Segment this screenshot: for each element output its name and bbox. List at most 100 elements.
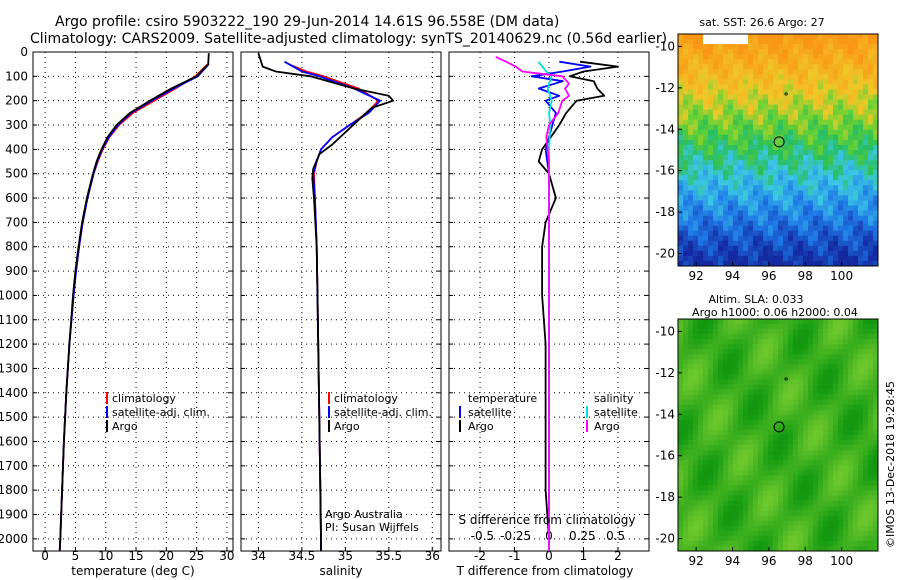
map-cell — [808, 510, 814, 516]
map-cell — [738, 180, 744, 186]
map-cell — [808, 155, 814, 161]
map-cell — [823, 49, 829, 55]
map-cell — [873, 455, 879, 461]
map-cell — [728, 520, 734, 527]
map-cell — [783, 545, 789, 552]
map-cell — [753, 510, 759, 516]
map-cell — [788, 99, 794, 105]
map-cell — [738, 195, 744, 201]
map-cell — [758, 409, 764, 416]
map-cell — [868, 455, 874, 461]
map-cell — [818, 190, 824, 196]
map-cell — [773, 460, 779, 466]
map-cell — [873, 44, 879, 50]
map-cell — [853, 485, 859, 491]
map-cell — [688, 329, 694, 335]
map-cell — [763, 74, 769, 80]
map-cell — [713, 369, 719, 375]
map-cell — [783, 260, 789, 267]
map-cell — [838, 500, 844, 506]
map-cell — [813, 455, 819, 461]
map-cell — [698, 460, 704, 466]
map-cell — [773, 409, 779, 416]
map-cell — [713, 329, 719, 335]
map-cell — [823, 530, 829, 537]
map-cell — [733, 230, 739, 237]
map-cell — [788, 114, 794, 121]
sal-x-tick-label: 34.5 — [289, 549, 316, 563]
map-cell — [743, 525, 749, 532]
map-cell — [848, 99, 854, 105]
map-cell — [848, 475, 854, 481]
map-cell — [868, 359, 874, 365]
map-cell — [758, 155, 764, 161]
map-cell — [763, 205, 769, 211]
map-cell — [743, 129, 749, 136]
map-cell — [813, 324, 819, 330]
map-cell — [848, 369, 854, 375]
map-cell — [838, 79, 844, 85]
map-cell — [853, 200, 859, 206]
map-cell — [698, 435, 704, 441]
map-cell — [768, 394, 774, 400]
map-cell — [778, 64, 784, 70]
map-cell — [798, 240, 804, 247]
map-cell — [823, 99, 829, 105]
map-cell — [768, 359, 774, 365]
map-cell — [843, 450, 849, 456]
map-cell — [798, 200, 804, 206]
map-cell — [763, 329, 769, 335]
map-cell — [818, 134, 824, 141]
map-lat-tick-label: -20 — [655, 532, 675, 546]
map-cell — [718, 384, 724, 390]
map-cell — [823, 324, 829, 330]
map-cell — [773, 485, 779, 491]
map-cell — [708, 79, 714, 85]
map-cell — [828, 485, 834, 491]
map-cell — [803, 250, 809, 257]
temp-x-tick-label: 20 — [159, 549, 174, 563]
map-cell — [873, 215, 879, 221]
map-cell — [843, 235, 849, 242]
map-cell — [828, 69, 834, 75]
map-cell — [738, 255, 744, 262]
map-cell — [788, 525, 794, 532]
map-cell — [848, 250, 854, 257]
map-cell — [873, 545, 879, 552]
map-cell — [783, 319, 789, 325]
map-cell — [688, 114, 694, 121]
map-cell — [823, 329, 829, 335]
map-cell — [758, 525, 764, 532]
map-cell — [738, 160, 744, 166]
map-cell — [758, 260, 764, 267]
map-cell — [818, 144, 824, 151]
map-cell — [678, 170, 684, 176]
map-cell — [693, 475, 699, 481]
map-cell — [713, 74, 719, 80]
map-cell — [848, 150, 854, 156]
map-cell — [778, 79, 784, 85]
difference-axis-label: T difference from climatology — [456, 564, 634, 578]
map-cell — [753, 475, 759, 481]
map-cell — [688, 225, 694, 231]
map-cell — [773, 389, 779, 395]
temperature-series — [58, 53, 210, 551]
map-cell — [808, 170, 814, 176]
map-cell — [688, 109, 694, 115]
map-cell — [753, 245, 759, 252]
map-cell — [858, 460, 864, 466]
map-cell — [718, 414, 724, 421]
map-cell — [703, 480, 709, 486]
map-cell — [698, 445, 704, 451]
map-cell — [833, 225, 839, 231]
map-cell — [843, 250, 849, 257]
map-cell — [818, 215, 824, 221]
map-cell — [703, 99, 709, 105]
map-cell — [803, 440, 809, 446]
map-cell — [713, 185, 719, 191]
difference-legend: temperature satellite Argo salinity sate… — [459, 392, 638, 433]
map-cell — [728, 485, 734, 491]
map-cell — [868, 84, 874, 90]
map-cell — [858, 480, 864, 486]
map-cell — [758, 465, 764, 471]
